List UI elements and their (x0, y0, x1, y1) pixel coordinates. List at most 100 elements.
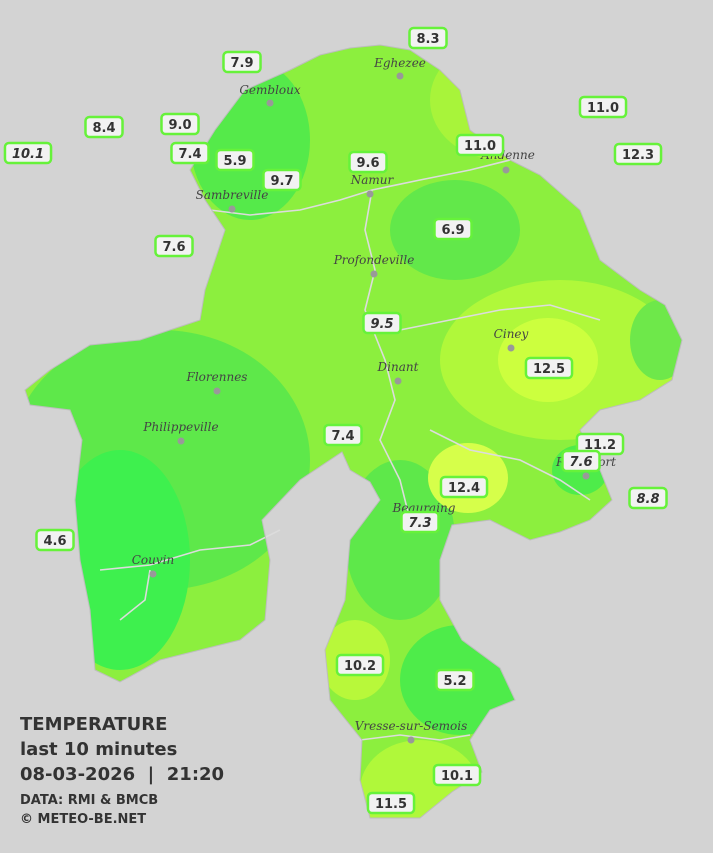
legend-title: TEMPERATURE (20, 714, 167, 735)
station-value: 9.6 (356, 156, 379, 171)
town-label: Vresse-sur-Semois (355, 719, 468, 733)
station-value: 11.5 (375, 797, 407, 812)
station-box (613, 142, 663, 166)
station-value: 9.7 (270, 174, 293, 189)
station: 9.7 (262, 168, 302, 192)
station-value: 7.3 (408, 516, 431, 531)
town-dot (502, 166, 510, 174)
town-dot (228, 205, 236, 213)
town-label: Florennes (186, 370, 248, 384)
rivers (99, 159, 601, 741)
station-box (366, 791, 416, 815)
station: 8.3 (408, 26, 448, 50)
town-dot (507, 344, 515, 352)
station-box (170, 141, 210, 165)
station-value: 9.0 (168, 118, 191, 133)
station-box (561, 449, 601, 473)
station-box (362, 311, 402, 335)
town-dot (213, 387, 221, 395)
station-value: 10.2 (344, 659, 376, 674)
station: 7.4 (170, 141, 210, 165)
station-box (35, 528, 75, 552)
town-dot (370, 270, 378, 278)
station-value: 7.4 (331, 429, 354, 444)
station-box (348, 150, 388, 174)
station-value: 9.5 (370, 317, 393, 332)
station-box (400, 510, 440, 534)
station: 12.3 (613, 142, 663, 166)
towns: EghezeeGemblouxAndenneNamurSambrevillePr… (132, 56, 616, 744)
station: 10.2 (335, 653, 385, 677)
station-value: 10.1 (12, 147, 44, 162)
station-value: 10.1 (441, 769, 473, 784)
station-box (408, 26, 448, 50)
station: 10.1 (432, 763, 482, 787)
station-box (222, 50, 262, 74)
station: 7.9 (222, 50, 262, 74)
station-box (84, 115, 124, 139)
station-value: 8.8 (636, 492, 659, 507)
station-value: 8.3 (416, 32, 439, 47)
station-box (439, 475, 489, 499)
station-value: 12.5 (533, 362, 565, 377)
station-value: 8.4 (92, 121, 115, 136)
station-value: 7.6 (569, 455, 592, 470)
station-value: 7.9 (230, 56, 253, 71)
town-label: Sambreville (196, 188, 269, 202)
town-dot (149, 570, 157, 578)
station: 11.0 (455, 133, 505, 157)
station-value: 11.2 (584, 438, 616, 453)
legend-credit: © METEO-BE.NET (20, 812, 146, 827)
station-value: 7.4 (178, 147, 201, 162)
station: 11.0 (578, 95, 628, 119)
town-dot (396, 72, 404, 80)
station-value: 11.0 (464, 139, 496, 154)
station: 8.4 (84, 115, 124, 139)
station: 5.9 (215, 148, 255, 172)
station: 6.9 (433, 217, 473, 241)
station-box (432, 763, 482, 787)
station-value: 12.4 (448, 481, 480, 496)
town-label: Dinant (377, 360, 419, 374)
station-box (323, 423, 363, 447)
station-box (435, 668, 475, 692)
town-label: Namur (350, 173, 395, 187)
station-value: 11.0 (587, 101, 619, 116)
town-dot (582, 472, 590, 480)
station: 12.5 (524, 356, 574, 380)
town-label: Gembloux (239, 83, 301, 97)
station: 11.5 (366, 791, 416, 815)
station: 7.6 (561, 449, 601, 473)
station-value: 12.3 (622, 148, 654, 163)
station-box (524, 356, 574, 380)
station-box (160, 112, 200, 136)
town-dot (366, 190, 374, 198)
legend-source: DATA: RMI & BMCB (20, 793, 158, 808)
station: 7.4 (323, 423, 363, 447)
town-label: Ciney (494, 327, 529, 341)
station: 9.0 (160, 112, 200, 136)
station-value: 5.9 (223, 154, 246, 169)
station-box (455, 133, 505, 157)
station-value: 5.2 (443, 674, 466, 689)
station: 7.6 (154, 234, 194, 258)
station-box (335, 653, 385, 677)
station-box (628, 486, 668, 510)
station: 9.6 (348, 150, 388, 174)
legend-subtitle: last 10 minutes (20, 739, 177, 760)
town-label: Eghezee (373, 56, 426, 70)
stations: 8.3 7.9 11.0 8.4 9.0 10.1 7.4 5.9 9.6 11.0 12.3 9.7… (3, 26, 668, 815)
station-box (154, 234, 194, 258)
legend-datetime: 08-03-2026 | 21:20 (20, 764, 224, 785)
legend: TEMPERATURE last 10 minutes 08-03-2026 |… (20, 714, 224, 827)
station-value: 4.6 (43, 534, 66, 549)
station-box (215, 148, 255, 172)
station: 9.5 (362, 311, 402, 335)
town-dot (407, 736, 415, 744)
station: 8.8 (628, 486, 668, 510)
station-value: 6.9 (441, 223, 464, 238)
town-dot (177, 437, 185, 445)
station-box (262, 168, 302, 192)
station-box (578, 95, 628, 119)
